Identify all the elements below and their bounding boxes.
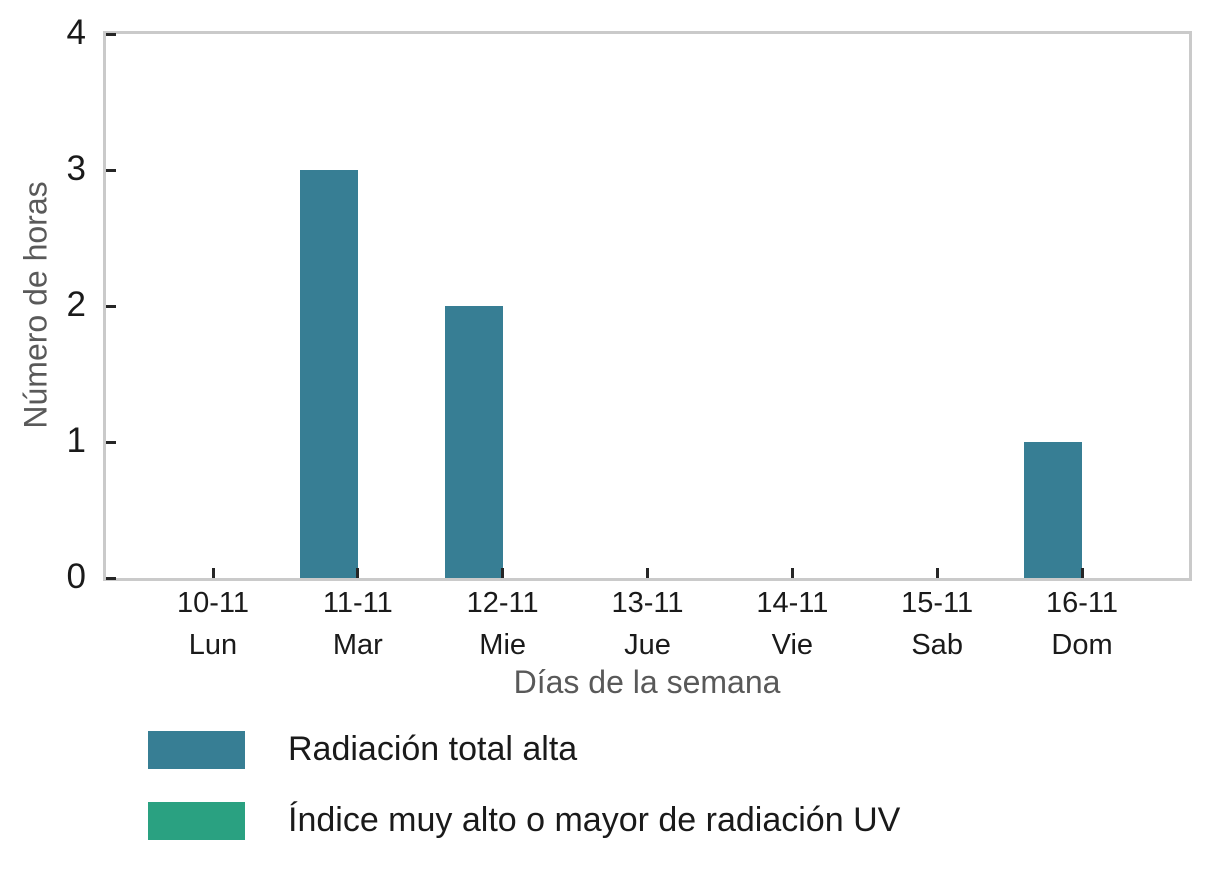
x-tick-mark bbox=[790, 568, 794, 578]
x-tick-label: 14-11 Vie bbox=[756, 587, 829, 661]
x-tick-mark bbox=[935, 568, 939, 578]
bar-mar bbox=[299, 170, 358, 578]
y-tick-label: 2 bbox=[66, 285, 86, 324]
x-tick-label: 13-11 Jue bbox=[611, 587, 684, 661]
y-tick-mark bbox=[106, 32, 116, 36]
x-tick-label: 10-11 Lun bbox=[176, 587, 250, 661]
y-tick-label: 1 bbox=[66, 421, 86, 460]
y-tick-label: 0 bbox=[66, 557, 86, 596]
bar-mie bbox=[444, 306, 503, 578]
legend: Radiación total alta Índice muy alto o ma… bbox=[148, 730, 900, 872]
x-tick-label: 16-11 Dom bbox=[1045, 587, 1119, 661]
x-axis-title: Días de la semana bbox=[513, 664, 781, 700]
x-tick-mark bbox=[501, 568, 505, 578]
legend-label: Radiación total alta bbox=[288, 730, 578, 768]
legend-label: Índice muy alto o mayor de radiación UV bbox=[288, 801, 901, 839]
x-tick-mark bbox=[646, 568, 649, 578]
x-tick-mark bbox=[211, 568, 215, 578]
y-tick-mark bbox=[106, 440, 116, 444]
x-tick-label: 11-11 Mar bbox=[322, 587, 393, 661]
y-tick-label: 3 bbox=[66, 149, 86, 188]
legend-item: Índice muy alto o mayor de radiación UV bbox=[148, 801, 900, 840]
plot-area bbox=[103, 31, 1192, 581]
legend-swatch bbox=[148, 730, 245, 769]
legend-swatch bbox=[148, 801, 245, 840]
y-tick-mark bbox=[106, 168, 116, 172]
x-tick-label: 12-11 Mie bbox=[466, 587, 539, 661]
bar-dom bbox=[1024, 442, 1082, 578]
y-tick-mark bbox=[106, 304, 116, 308]
x-tick-mark bbox=[356, 568, 360, 578]
y-tick-mark bbox=[106, 576, 116, 580]
legend-item: Radiación total alta bbox=[148, 730, 900, 769]
x-tick-mark bbox=[1080, 568, 1084, 578]
x-tick-label: 15-11 Sab bbox=[901, 587, 974, 661]
y-tick-label: 4 bbox=[66, 13, 86, 52]
